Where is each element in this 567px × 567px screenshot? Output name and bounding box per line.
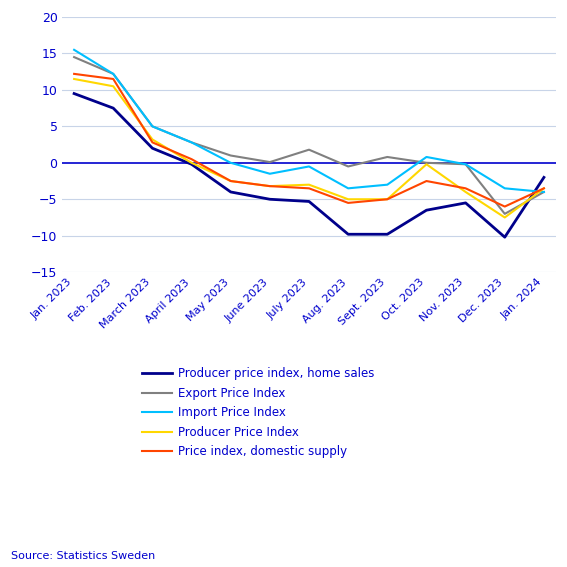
Import Price Index bbox=[345, 185, 352, 192]
Producer Price Index bbox=[227, 177, 234, 184]
Producer price index, home sales bbox=[501, 234, 508, 240]
Import Price Index bbox=[110, 70, 117, 77]
Line: Import Price Index: Import Price Index bbox=[74, 50, 544, 192]
Price index, domestic supply bbox=[227, 177, 234, 184]
Export Price Index bbox=[384, 154, 391, 160]
Export Price Index bbox=[71, 54, 78, 61]
Export Price Index bbox=[501, 210, 508, 217]
Export Price Index bbox=[188, 139, 195, 146]
Producer price index, home sales bbox=[149, 145, 156, 151]
Export Price Index bbox=[110, 70, 117, 77]
Price index, domestic supply bbox=[345, 200, 352, 206]
Text: Source: Statistics Sweden: Source: Statistics Sweden bbox=[11, 551, 155, 561]
Price index, domestic supply bbox=[266, 183, 273, 189]
Line: Export Price Index: Export Price Index bbox=[74, 57, 544, 214]
Import Price Index bbox=[423, 154, 430, 160]
Export Price Index bbox=[266, 159, 273, 166]
Producer price index, home sales bbox=[188, 161, 195, 168]
Producer Price Index bbox=[188, 159, 195, 166]
Import Price Index bbox=[384, 181, 391, 188]
Producer Price Index bbox=[384, 196, 391, 202]
Producer Price Index bbox=[540, 185, 547, 192]
Producer Price Index bbox=[266, 183, 273, 189]
Import Price Index bbox=[188, 139, 195, 146]
Import Price Index bbox=[71, 46, 78, 53]
Producer Price Index bbox=[306, 181, 312, 188]
Export Price Index bbox=[149, 123, 156, 130]
Producer price index, home sales bbox=[423, 207, 430, 214]
Export Price Index bbox=[227, 152, 234, 159]
Line: Producer price index, home sales: Producer price index, home sales bbox=[74, 94, 544, 237]
Price index, domestic supply bbox=[110, 75, 117, 82]
Price index, domestic supply bbox=[540, 185, 547, 192]
Import Price Index bbox=[149, 123, 156, 130]
Price index, domestic supply bbox=[462, 185, 469, 192]
Producer price index, home sales bbox=[71, 90, 78, 97]
Legend: Producer price index, home sales, Export Price Index, Import Price Index, Produc: Producer price index, home sales, Export… bbox=[142, 367, 374, 458]
Producer price index, home sales bbox=[345, 231, 352, 238]
Price index, domestic supply bbox=[149, 139, 156, 146]
Line: Price index, domestic supply: Price index, domestic supply bbox=[74, 74, 544, 206]
Export Price Index bbox=[540, 189, 547, 196]
Import Price Index bbox=[462, 161, 469, 168]
Producer Price Index bbox=[71, 75, 78, 82]
Producer price index, home sales bbox=[540, 174, 547, 181]
Import Price Index bbox=[266, 170, 273, 177]
Price index, domestic supply bbox=[423, 177, 430, 184]
Price index, domestic supply bbox=[384, 196, 391, 202]
Producer price index, home sales bbox=[462, 200, 469, 206]
Producer Price Index bbox=[110, 83, 117, 90]
Export Price Index bbox=[306, 146, 312, 153]
Producer Price Index bbox=[501, 214, 508, 221]
Producer price index, home sales bbox=[110, 105, 117, 112]
Export Price Index bbox=[423, 159, 430, 166]
Producer price index, home sales bbox=[306, 198, 312, 205]
Price index, domestic supply bbox=[501, 203, 508, 210]
Price index, domestic supply bbox=[306, 185, 312, 192]
Import Price Index bbox=[501, 185, 508, 192]
Price index, domestic supply bbox=[188, 156, 195, 163]
Producer Price Index bbox=[462, 189, 469, 196]
Producer Price Index bbox=[423, 161, 430, 168]
Producer price index, home sales bbox=[227, 189, 234, 196]
Import Price Index bbox=[540, 189, 547, 196]
Import Price Index bbox=[227, 159, 234, 166]
Producer Price Index bbox=[149, 136, 156, 143]
Producer price index, home sales bbox=[266, 196, 273, 202]
Price index, domestic supply bbox=[71, 70, 78, 77]
Producer price index, home sales bbox=[384, 231, 391, 238]
Line: Producer Price Index: Producer Price Index bbox=[74, 79, 544, 218]
Import Price Index bbox=[306, 163, 312, 170]
Export Price Index bbox=[345, 163, 352, 170]
Export Price Index bbox=[462, 161, 469, 168]
Producer Price Index bbox=[345, 196, 352, 202]
